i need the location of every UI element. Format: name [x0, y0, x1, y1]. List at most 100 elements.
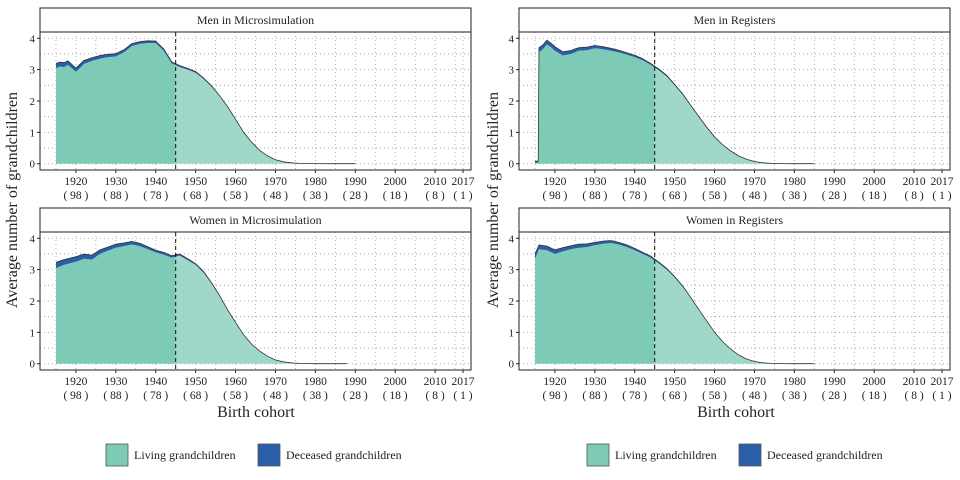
x-tick-sublabel: ( 28 ): [822, 190, 847, 202]
panel-title: Women in Microsimulation: [189, 213, 321, 227]
legend-left: Living grandchildren Deceased grandchildr…: [105, 443, 402, 467]
x-tick-label: 1920: [543, 176, 566, 188]
y-tick-label: 0: [509, 359, 515, 371]
x-tick-sublabel: ( 58 ): [702, 390, 727, 402]
x-tick-label: 2010: [903, 376, 926, 388]
x-tick-label: 1980: [304, 176, 327, 188]
x-axis-label-left: Birth cohort: [217, 404, 295, 421]
legend-swatch-deceased: [738, 443, 762, 467]
panel-title: Men in Registers: [694, 13, 776, 27]
x-tick-sublabel: ( 58 ): [223, 390, 248, 402]
living-area-observed: [56, 244, 176, 364]
deceased-area: [535, 40, 815, 164]
y-tick-label: 1: [509, 327, 515, 339]
x-tick-sublabel: ( 38 ): [303, 390, 328, 402]
panel-strip: [518, 207, 951, 233]
y-tick-label: 0: [30, 159, 36, 171]
x-tick-sublabel: ( 68 ): [183, 190, 208, 202]
legend-label-deceased: Deceased grandchildren: [286, 448, 402, 462]
x-tick-label: 2000: [384, 176, 407, 188]
x-tick-sublabel: ( 8 ): [425, 190, 444, 202]
living-area-projected: [175, 65, 356, 164]
x-tick-label: 1980: [304, 376, 327, 388]
x-tick-label: 1970: [743, 176, 766, 188]
x-tick-label: 1960: [703, 176, 726, 188]
panel-title: Men in Microsimulation: [197, 13, 314, 27]
x-tick-label: 1970: [264, 176, 287, 188]
living-area-observed: [535, 243, 655, 364]
x-tick-sublabel: ( 18 ): [862, 390, 887, 402]
x-tick-sublabel: ( 98 ): [542, 190, 567, 202]
x-tick-sublabel: ( 58 ): [223, 190, 248, 202]
x-tick-sublabel: ( 18 ): [383, 190, 408, 202]
panels: Men in Microsimulation 0 1 2 3 4 1920 ( 98 ) 193…: [30, 7, 954, 402]
x-tick-label: 1940: [144, 376, 167, 388]
x-tick-label: 2000: [863, 376, 886, 388]
total-outline: [55, 240, 348, 365]
y-tick-label: 3: [509, 265, 515, 277]
x-tick-sublabel: ( 78 ): [622, 390, 647, 402]
y-axis-label-left: Average number of grandchildren: [4, 92, 21, 308]
living-area-projected: [175, 255, 348, 364]
x-tick-label: 1920: [543, 376, 566, 388]
x-tick-label: 1930: [583, 176, 606, 188]
x-tick-sublabel: ( 8 ): [425, 390, 444, 402]
x-tick-label: 2017: [931, 176, 954, 188]
legend-right: Living grandchildren Deceased grandchildr…: [586, 443, 883, 467]
x-tick-label: 2017: [452, 376, 475, 388]
x-tick-label: 1960: [224, 176, 247, 188]
legend-label-living: Living grandchildren: [615, 448, 717, 462]
x-tick-sublabel: ( 78 ): [143, 190, 168, 202]
y-tick-label: 2: [30, 296, 36, 308]
x-tick-sublabel: ( 1 ): [453, 390, 472, 402]
y-tick-label: 0: [509, 159, 515, 171]
living-area-projected: [654, 260, 815, 364]
x-tick-sublabel: ( 98 ): [542, 390, 567, 402]
x-tick-label: 1960: [703, 376, 726, 388]
x-tick-sublabel: ( 18 ): [862, 190, 887, 202]
panel-title: Women in Registers: [686, 213, 783, 227]
x-tick-label: 1980: [783, 176, 806, 188]
legend-swatch-deceased: [257, 443, 281, 467]
panel-3: Women in Microsimulation 0 1 2 3 4 1920 ( 98 ) 1…: [30, 207, 475, 402]
y-tick-label: 3: [509, 65, 515, 77]
x-tick-sublabel: ( 1 ): [453, 190, 472, 202]
y-tick-label: 2: [509, 96, 515, 108]
x-tick-sublabel: ( 68 ): [662, 390, 687, 402]
x-tick-sublabel: ( 38 ): [782, 190, 807, 202]
x-tick-sublabel: ( 48 ): [742, 390, 767, 402]
x-tick-sublabel: ( 38 ): [782, 390, 807, 402]
x-tick-sublabel: ( 88 ): [582, 390, 607, 402]
panel-strip: [39, 7, 472, 33]
legend-label-living: Living grandchildren: [134, 448, 236, 462]
x-tick-label: 1980: [783, 376, 806, 388]
y-tick-label: 4: [509, 233, 515, 245]
x-tick-label: 1970: [264, 376, 287, 388]
x-tick-label: 1950: [184, 176, 207, 188]
x-tick-label: 2000: [384, 376, 407, 388]
panel-2: Men in Registers 0 1 2 3 4 1920 ( 98 ) 1930 ( 88 …: [509, 7, 954, 202]
x-tick-sublabel: ( 28 ): [343, 390, 368, 402]
panel-4: Women in Registers 0 1 2 3 4 1920 ( 98 ) 1930 ( 8…: [509, 207, 954, 402]
x-tick-label: 1930: [583, 376, 606, 388]
y-axis-label-right: Average number of grandchildren: [485, 92, 502, 308]
legend-label-deceased: Deceased grandchildren: [767, 448, 883, 462]
x-tick-label: 2017: [452, 176, 475, 188]
x-tick-label: 1930: [104, 376, 127, 388]
x-tick-sublabel: ( 48 ): [742, 190, 767, 202]
total-outline: [535, 39, 815, 165]
y-tick-label: 2: [30, 96, 36, 108]
living-area-observed: [535, 44, 655, 164]
x-tick-sublabel: ( 98 ): [63, 190, 88, 202]
x-tick-sublabel: ( 58 ): [702, 190, 727, 202]
x-tick-label: 1990: [823, 176, 846, 188]
x-tick-sublabel: ( 38 ): [303, 190, 328, 202]
y-tick-label: 4: [30, 33, 36, 45]
y-tick-label: 1: [509, 127, 515, 139]
x-tick-sublabel: ( 68 ): [183, 390, 208, 402]
y-tick-label: 1: [30, 327, 36, 339]
x-tick-sublabel: ( 1 ): [932, 390, 951, 402]
x-tick-label: 1990: [344, 176, 367, 188]
total-outline: [534, 240, 815, 365]
